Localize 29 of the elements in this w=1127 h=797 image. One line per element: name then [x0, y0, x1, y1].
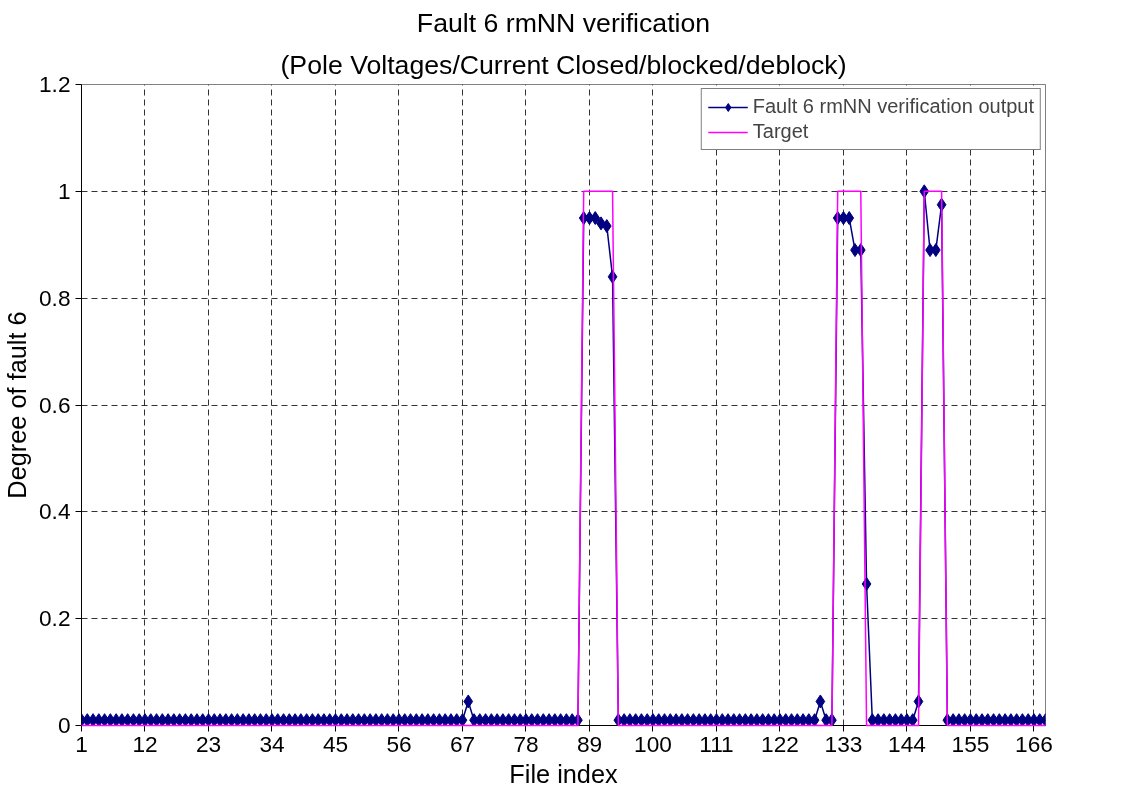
y-tick-label: 1 — [57, 177, 71, 204]
x-tick-label: 78 — [513, 730, 539, 757]
x-tick-label: 23 — [195, 730, 222, 757]
y-tick-label: 0 — [57, 712, 71, 738]
y-tick-label: 0.6 — [39, 391, 71, 418]
chart-title: Fault 6 rmNN verification — [416, 7, 711, 38]
x-tick-label: 56 — [386, 730, 412, 757]
y-tick-label: 0.8 — [39, 284, 71, 311]
x-tick-label: 133 — [824, 730, 863, 757]
x-tick-label: 155 — [951, 730, 990, 757]
x-tick-label: 12 — [132, 730, 158, 757]
x-tick-label: 67 — [449, 730, 476, 757]
x-tick-label: 144 — [888, 730, 926, 757]
x-tick-label: 111 — [699, 730, 734, 757]
y-axis-title: Degree of fault 6 — [3, 311, 31, 499]
x-axis-title: File index — [509, 759, 619, 788]
chart-subtitle: (Pole Voltages/Current Closed/blocked/deblock) — [280, 49, 847, 80]
legend-label: Fault 6 rmNN verification output — [752, 95, 1034, 118]
x-tick-label: 100 — [634, 730, 672, 757]
y-tick-label: 1.2 — [39, 71, 71, 97]
legend-label: Target — [752, 120, 809, 143]
x-tick-label: 166 — [1015, 730, 1053, 757]
x-tick-label: 45 — [322, 730, 349, 757]
x-tick-label: 122 — [761, 730, 799, 757]
x-tick-label: 34 — [259, 730, 285, 757]
y-tick-label: 0.2 — [39, 605, 71, 632]
x-tick-label: 89 — [576, 730, 603, 757]
x-tick-label: 1 — [75, 730, 88, 757]
y-tick-label: 0.4 — [39, 498, 71, 525]
